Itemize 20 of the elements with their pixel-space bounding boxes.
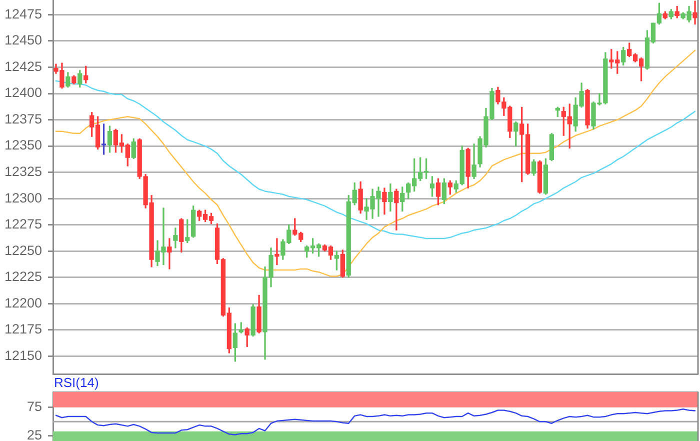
y-tick-label: 25	[26, 428, 42, 441]
y-tick-label: 12150	[4, 348, 42, 363]
y-tick-label: 12425	[4, 58, 42, 74]
y-tick-label: 12375	[4, 111, 42, 126]
candlestick	[274, 238, 280, 266]
y-tick-label: 75	[26, 399, 42, 414]
y-tick-label: 12350	[4, 138, 42, 153]
candlestick	[692, 0, 698, 24]
y-tick-label: 12400	[4, 85, 42, 100]
y-tick-label: 12175	[4, 322, 42, 337]
y-tick-label: 12450	[4, 32, 42, 48]
y-tick-label: 12275	[4, 216, 42, 232]
y-tick-label: 12475	[4, 6, 42, 22]
candlestick	[167, 238, 172, 270]
chart-title: RSI(14)	[53, 375, 100, 390]
y-tick-label: 12200	[4, 295, 42, 310]
y-tick-label: 12300	[4, 190, 42, 206]
y-tick-label: 12250	[4, 242, 42, 258]
y-tick-label: 12225	[4, 269, 42, 284]
y-tick-label: 12325	[4, 164, 42, 180]
